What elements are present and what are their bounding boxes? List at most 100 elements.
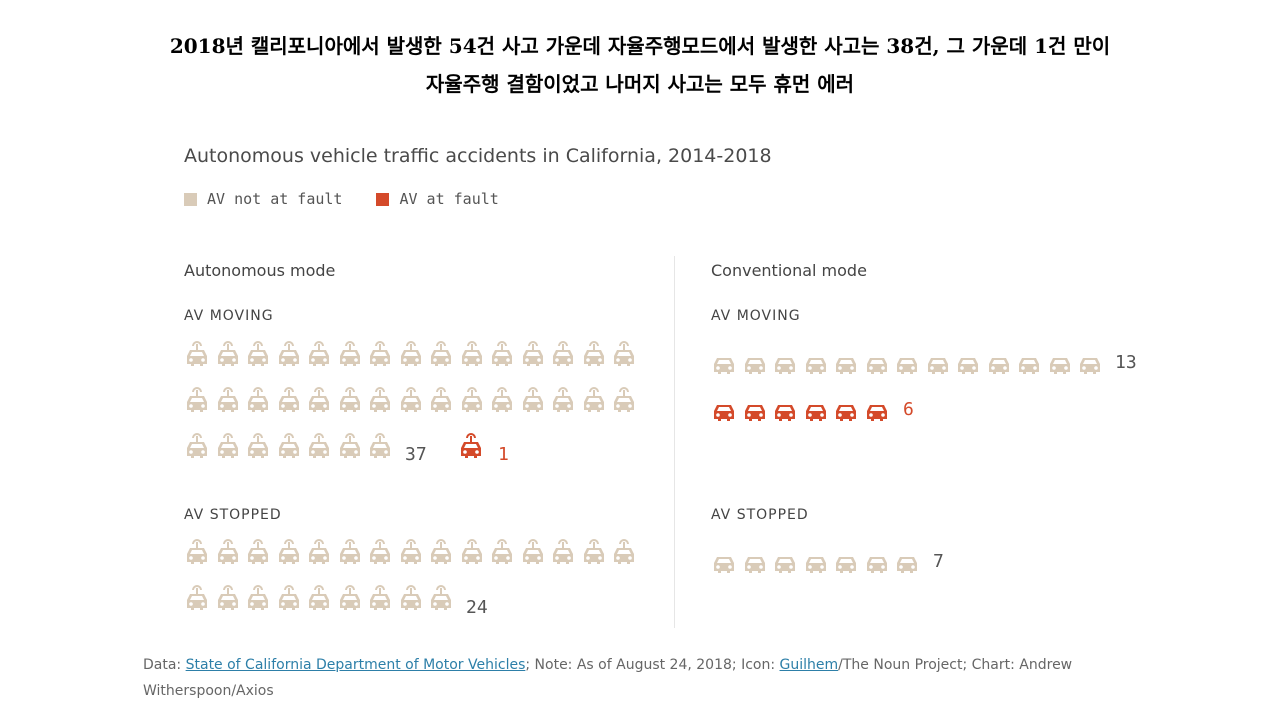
- count-conv-moving-at-fault: 6: [903, 399, 914, 420]
- car-icon: [742, 346, 768, 380]
- count-auto-moving-at-fault: 1: [498, 444, 509, 465]
- car-icon: [803, 545, 829, 579]
- car-icon-at-fault: [772, 393, 798, 427]
- car-icon: [711, 346, 737, 380]
- legend-item-not-at-fault: AV not at fault: [184, 190, 342, 208]
- autonomous-car-icon: [520, 338, 546, 372]
- autonomous-car-icon: [428, 582, 454, 616]
- source-link-dmv[interactable]: State of California Department of Motor …: [185, 657, 526, 673]
- autonomous-car-icon: [611, 384, 637, 418]
- autonomous-car-icon: [215, 384, 241, 418]
- car-icon: [925, 346, 951, 380]
- autonomous-car-icon: [245, 430, 271, 464]
- autonomous-car-icon: [489, 384, 515, 418]
- autonomous-car-icon: [306, 536, 332, 570]
- autonomous-car-icon: [337, 384, 363, 418]
- autonomous-car-icon: [550, 384, 576, 418]
- group-title-auto-stopped: AV STOPPED: [184, 507, 282, 523]
- autonomous-car-icon: [489, 338, 515, 372]
- car-icon: [1077, 346, 1103, 380]
- autonomous-car-icon: [215, 582, 241, 616]
- autonomous-car-icon: [398, 582, 424, 616]
- car-icon-at-fault: [711, 393, 737, 427]
- autonomous-car-icon: [459, 536, 485, 570]
- car-icon: [772, 545, 798, 579]
- source-link-guilhem[interactable]: Guilhem: [779, 657, 839, 673]
- autonomous-car-icon: [245, 384, 271, 418]
- autonomous-car-icon: [245, 536, 271, 570]
- autonomous-car-icon: [581, 536, 607, 570]
- autonomous-car-icon: [367, 384, 393, 418]
- autonomous-car-icon: [367, 536, 393, 570]
- autonomous-car-icon: [581, 384, 607, 418]
- car-icon: [986, 346, 1012, 380]
- autonomous-car-icon: [184, 582, 210, 616]
- panel-title-conventional: Conventional mode: [711, 261, 867, 280]
- autonomous-car-icon: [276, 430, 302, 464]
- count-conv-stopped-not-at-fault: 7: [933, 551, 944, 572]
- panel-divider: [674, 256, 675, 628]
- autonomous-car-icon: [306, 384, 332, 418]
- autonomous-car-icon: [337, 536, 363, 570]
- car-icon: [772, 346, 798, 380]
- autonomous-car-icon: [184, 384, 210, 418]
- source-note: Data: State of California Department of …: [143, 652, 1183, 704]
- autonomous-car-icon: [428, 384, 454, 418]
- autonomous-car-icon: [398, 536, 424, 570]
- autonomous-car-icon: [550, 536, 576, 570]
- car-icon: [894, 346, 920, 380]
- count-auto-moving-not-at-fault: 37: [405, 444, 427, 465]
- autonomous-car-icon: [276, 338, 302, 372]
- autonomous-car-icon-at-fault: [458, 430, 484, 464]
- autonomous-car-icon: [306, 582, 332, 616]
- autonomous-car-icon: [184, 430, 210, 464]
- autonomous-car-icon: [367, 338, 393, 372]
- group-title-auto-moving: AV MOVING: [184, 308, 274, 324]
- count-conv-moving-not-at-fault: 13: [1115, 352, 1137, 373]
- panel-title-autonomous: Autonomous mode: [184, 261, 336, 280]
- autonomous-car-icon: [581, 338, 607, 372]
- car-icon: [864, 346, 890, 380]
- legend-swatch-at-fault: [376, 192, 390, 206]
- source-mid: ; Note: As of August 24, 2018; Icon:: [525, 657, 780, 673]
- autonomous-car-icon: [611, 536, 637, 570]
- car-icon-at-fault: [864, 393, 890, 427]
- autonomous-car-icon: [337, 430, 363, 464]
- autonomous-car-icon: [611, 338, 637, 372]
- autonomous-car-icon: [215, 338, 241, 372]
- slide-title-line2: 자율주행 결함이었고 나머지 사고는 모두 휴먼 에러: [425, 72, 855, 96]
- legend-swatch-not-at-fault: [184, 192, 197, 206]
- chart-title: Autonomous vehicle traffic accidents in …: [184, 145, 772, 167]
- autonomous-car-icon: [459, 338, 485, 372]
- autonomous-car-icon: [184, 338, 210, 372]
- autonomous-car-icon: [245, 338, 271, 372]
- autonomous-car-icon: [276, 582, 302, 616]
- autonomous-car-icon: [428, 338, 454, 372]
- autonomous-car-icon: [520, 384, 546, 418]
- car-icon: [742, 545, 768, 579]
- autonomous-car-icon: [337, 338, 363, 372]
- source-prefix: Data:: [143, 657, 186, 673]
- autonomous-car-icon: [367, 582, 393, 616]
- car-icon-at-fault: [803, 393, 829, 427]
- autonomous-car-icon: [184, 536, 210, 570]
- autonomous-car-icon: [276, 536, 302, 570]
- autonomous-car-icon: [459, 384, 485, 418]
- count-auto-stopped-not-at-fault: 24: [466, 597, 488, 618]
- slide-title-line1: 2018년 캘리포니아에서 발생한 54건 사고 가운데 자율주행모드에서 발생…: [169, 34, 1111, 58]
- autonomous-car-icon: [215, 430, 241, 464]
- autonomous-car-icon: [215, 536, 241, 570]
- group-title-conv-stopped: AV STOPPED: [711, 507, 809, 523]
- car-icon: [1047, 346, 1073, 380]
- autonomous-car-icon: [306, 430, 332, 464]
- car-icon: [955, 346, 981, 380]
- car-icon: [894, 545, 920, 579]
- car-icon-at-fault: [742, 393, 768, 427]
- autonomous-car-icon: [428, 536, 454, 570]
- autonomous-car-icon: [306, 338, 332, 372]
- legend-label-at-fault: AV at fault: [399, 190, 499, 208]
- autonomous-car-icon: [367, 430, 393, 464]
- group-title-conv-moving: AV MOVING: [711, 308, 801, 324]
- car-icon: [833, 346, 859, 380]
- chart-legend: AV not at fault AV at fault: [184, 190, 533, 208]
